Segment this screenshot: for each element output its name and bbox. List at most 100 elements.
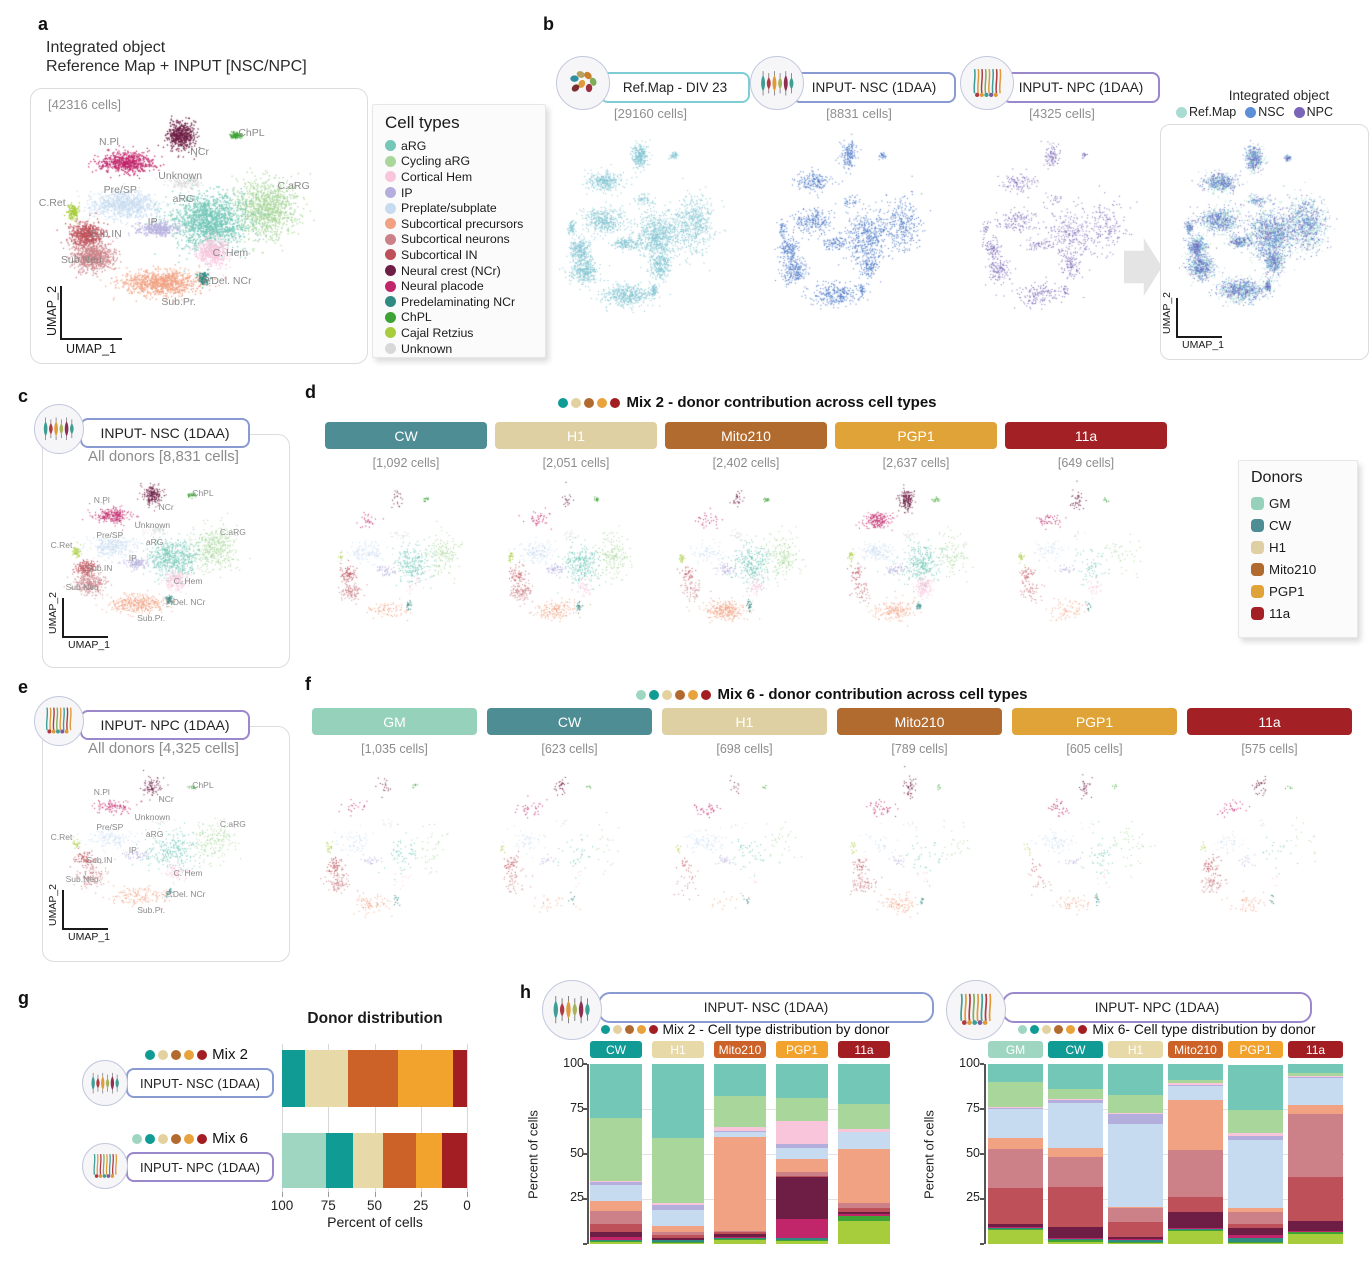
y-tick-50: 50 xyxy=(966,1145,980,1160)
panel-h-left-title: Mix 2 - Cell type distribution by donor xyxy=(590,1022,900,1037)
mix2-donor-dots xyxy=(600,1025,658,1034)
column-header-CW: CW xyxy=(590,1041,642,1058)
donor-segment-CW xyxy=(282,1050,305,1107)
legend-label: NPC xyxy=(1306,105,1334,119)
cell-type-segment-chpl xyxy=(714,1238,766,1241)
cluster-label-c-arg: C.aRG xyxy=(219,819,246,830)
legend-item: ChPL xyxy=(373,310,545,326)
cluster-label-sub-pr-: Sub.Pr. xyxy=(161,296,196,309)
donor-dot xyxy=(197,1133,208,1144)
cell-type-segment-cycling xyxy=(652,1137,704,1203)
cell-type-segment-subpr xyxy=(1168,1100,1223,1151)
column-header-Mito210: Mito210 xyxy=(1168,1041,1223,1058)
x-tick-0: 0 xyxy=(463,1198,471,1213)
donor-dot xyxy=(612,1025,622,1034)
cell-type-segment-ncr xyxy=(1108,1236,1163,1239)
cell-type-segment-subin xyxy=(652,1235,704,1238)
umap-c-scatter xyxy=(50,472,280,654)
cell-type-segment-ip xyxy=(1288,1076,1343,1078)
cluster-label-ncr: NCr xyxy=(158,794,174,805)
column-header-H1: H1 xyxy=(1108,1041,1163,1058)
npc-badge: INPUT- NPC (1DAA) xyxy=(1002,72,1160,103)
donor-segment-11a xyxy=(442,1133,467,1188)
cell-type-segment-subneu xyxy=(1048,1156,1103,1188)
cell-type-segment-pdel xyxy=(1168,1229,1223,1230)
cell-type-segment-cajal xyxy=(1168,1231,1223,1244)
cluster-label-arg: aRG xyxy=(172,193,195,206)
legend-swatch xyxy=(385,343,396,355)
donor-swatch xyxy=(1251,540,1264,554)
legend-swatch xyxy=(385,249,396,261)
stacked-bar-CW xyxy=(1048,1064,1103,1244)
mix6-donor-dots xyxy=(636,689,712,700)
stacked-bar-CW xyxy=(590,1064,642,1244)
cluster-label-sub-neu: Sub.Neu xyxy=(65,581,99,592)
panel-g-npc-badge: INPUT- NPC (1DAA) xyxy=(126,1152,274,1182)
cluster-label-c-arg: C.aRG xyxy=(277,179,310,192)
donor-dot xyxy=(171,1049,182,1060)
cell-type-segment-subpr xyxy=(988,1137,1043,1149)
h-right-gridlines xyxy=(988,1064,1344,1244)
x-axis-label: UMAP_1 xyxy=(68,931,111,943)
h-right-y-axis xyxy=(979,1063,986,1245)
donor-segment-11a xyxy=(453,1050,467,1107)
x-axis-label: UMAP_1 xyxy=(1182,339,1225,351)
donor-header-Mito210: Mito210 xyxy=(665,422,827,449)
stacked-bar-Mito210 xyxy=(714,1064,766,1244)
cell-type-segment-subneu xyxy=(776,1172,828,1176)
legend-swatch xyxy=(385,187,396,199)
gridline xyxy=(420,1044,422,1196)
umap-nsc-scatter xyxy=(758,126,960,360)
cluster-label-sub-in: Sub.IN xyxy=(89,228,122,241)
cell-type-segment-chpl xyxy=(776,1240,828,1242)
gridline xyxy=(374,1044,376,1196)
cell-type-segment-subneu xyxy=(1288,1113,1343,1178)
donor-count-11a: [649 cells] xyxy=(1057,456,1115,470)
cell-type-segment-subin xyxy=(1108,1222,1163,1237)
cell-type-segment-ip xyxy=(590,1181,642,1185)
mix6-donor-header-row: GM CW H1 Mito210 PGP1 11a xyxy=(312,708,1357,735)
cell-type-segment-cycling xyxy=(988,1082,1043,1108)
cell-type-segment-aRG xyxy=(590,1064,642,1119)
cell-type-segment-subpr xyxy=(1048,1147,1103,1157)
donor-dot xyxy=(1042,1025,1052,1034)
cell-type-segment-cycling xyxy=(714,1096,766,1128)
tick-mark xyxy=(467,1192,468,1197)
gridline xyxy=(282,1044,283,1196)
donor-dot xyxy=(636,689,647,700)
gridline xyxy=(467,1044,468,1196)
y-tick-100: 100 xyxy=(959,1056,980,1070)
cell-type-segment-npl xyxy=(1288,1230,1343,1232)
cell-type-segment-subneu xyxy=(838,1202,890,1209)
umap-scatter-Mito210 xyxy=(833,762,1005,958)
umap-npc-scatter xyxy=(962,126,1162,360)
panel-a-title-line1: Integrated object xyxy=(46,39,166,56)
cluster-label-sub-neu: Sub.Neu xyxy=(60,254,102,267)
panel-e-subtitle: All donors [4,325 cells] xyxy=(88,740,239,757)
donor-label: Mito210 xyxy=(1269,561,1317,577)
donor-count-PGP1: [605 cells] xyxy=(1066,742,1123,756)
umap-scatter-CW xyxy=(483,762,655,958)
npc-rosette-icon xyxy=(82,1143,128,1189)
cluster-label-c-hem: C. Hem xyxy=(212,246,249,259)
donor-dot xyxy=(132,1133,143,1144)
cell-type-segment-npl xyxy=(838,1214,890,1216)
donor-swatch xyxy=(1251,606,1264,620)
mix6-row-label: Mix 6 xyxy=(40,1130,248,1147)
cell-type-segment-hem xyxy=(1048,1099,1103,1101)
donor-dot xyxy=(649,689,660,700)
cell-type-segment-aRG xyxy=(776,1064,828,1099)
cluster-label-c-hem: C. Hem xyxy=(173,868,203,879)
cell-type-segment-preplate xyxy=(1108,1124,1163,1208)
column-header-GM: GM xyxy=(988,1041,1043,1058)
y-tick-mark xyxy=(979,1063,984,1065)
legend-swatch xyxy=(385,311,396,323)
y-tick-100: 100 xyxy=(563,1056,584,1070)
umap-e-axes: UMAP_2 UMAP_1 xyxy=(47,884,128,966)
donor-dot xyxy=(558,397,569,408)
x-tick-75: 75 xyxy=(320,1198,336,1213)
cluster-label-sub-in: Sub.IN xyxy=(86,562,113,573)
legend-label: Unknown xyxy=(401,341,453,356)
panel-f-title-text: Mix 6 - donor contribution across cell t… xyxy=(717,686,1028,703)
